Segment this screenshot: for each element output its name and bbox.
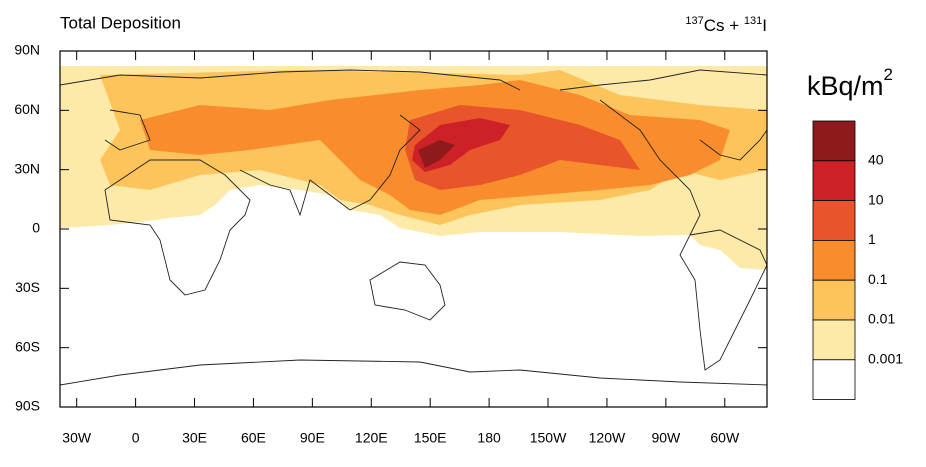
x-tick-label: 120W	[589, 430, 626, 446]
colorbar-box	[812, 359, 856, 400]
species-title: 137Cs + 131I	[685, 15, 767, 36]
y-tick-label: 90N	[14, 42, 40, 58]
colorbar-box	[812, 279, 856, 321]
x-tick-label: 0	[132, 430, 140, 446]
unit-label: kBq/m2	[807, 65, 893, 101]
coastlines	[59, 69, 768, 386]
coastline	[104, 109, 151, 151]
colorbar-box	[812, 200, 856, 241]
coastline	[559, 69, 768, 236]
coastline	[104, 159, 251, 296]
x-tick-label: 60E	[241, 430, 266, 446]
x-tick-label: 30W	[62, 430, 92, 446]
y-tick-label: 30N	[14, 160, 40, 176]
colorbar-label: 0.1	[868, 271, 888, 287]
map-title: Total Deposition	[60, 13, 181, 32]
x-tick-label: 180	[477, 430, 501, 446]
colorbar-label: 40	[868, 152, 884, 168]
colorbar-box	[812, 319, 856, 361]
coastline	[59, 359, 768, 386]
colorbar-label: 0.001	[868, 351, 903, 367]
coastline	[369, 261, 446, 321]
colorbar-label: 0.01	[868, 311, 895, 327]
zone	[418, 140, 455, 168]
x-tick-label: 90W	[651, 430, 681, 446]
x-tick-label: 120E	[355, 430, 388, 446]
y-tick-label: 60S	[15, 338, 40, 354]
y-tick-label: 90S	[15, 398, 40, 414]
x-tick-label: 60W	[710, 430, 740, 446]
colorbar-box	[812, 239, 856, 281]
x-tick-label: 90E	[300, 430, 325, 446]
colorbar-box	[812, 120, 856, 162]
x-tick-label: 150E	[414, 430, 447, 446]
y-tick-label: 60N	[14, 101, 40, 117]
y-tick-label: 30S	[15, 279, 40, 295]
coastline	[59, 69, 521, 91]
coastline	[239, 114, 421, 217]
coastline	[679, 229, 768, 371]
colorbar-label: 1	[868, 231, 876, 247]
colorbar-box	[812, 160, 856, 202]
deposition-field	[60, 66, 767, 270]
y-tick-label: 0	[32, 220, 40, 236]
x-tick-label: 150W	[530, 430, 567, 446]
colorbar-label: 10	[868, 191, 884, 207]
x-tick-label: 30E	[182, 430, 207, 446]
